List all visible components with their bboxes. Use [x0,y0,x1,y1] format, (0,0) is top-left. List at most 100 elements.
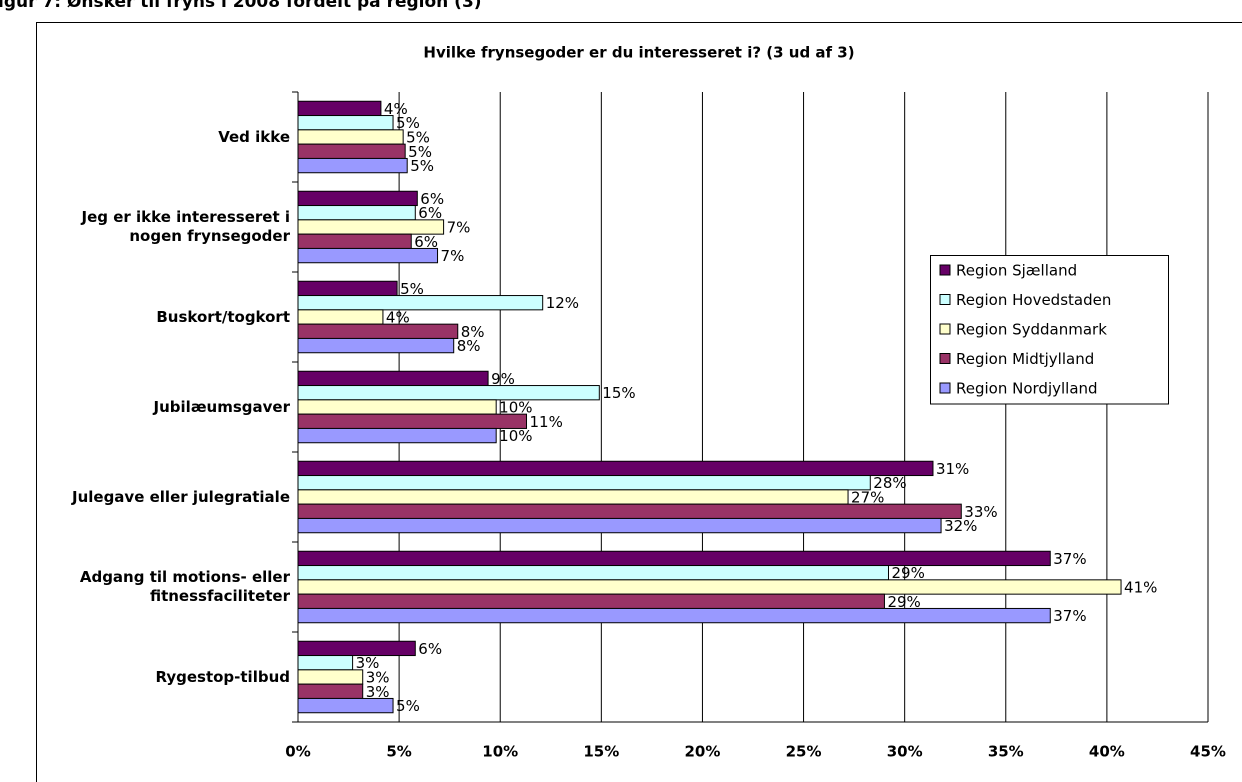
y-tick-label: Julegave eller julegratiale [72,487,290,506]
bar [297,280,398,297]
category-label-box: Ved ikke [218,127,290,146]
value-label: 37% [1053,550,1086,568]
value-label: 5% [396,697,420,715]
bar [297,309,384,325]
legend-swatch [939,264,951,276]
y-tick-label: Adgang til motions- eller fitnessfacilit… [79,568,290,605]
value-label: 7% [447,219,471,237]
value-label: 6% [418,640,442,658]
bar [297,593,885,609]
bar [297,205,416,221]
bar [297,399,497,415]
value-label: 37% [1053,607,1086,625]
value-label: 29% [891,564,924,582]
category-label-box: Julegave eller julegratiale [72,487,290,506]
legend-swatch [939,323,951,335]
x-tick-label: 10% [482,743,518,761]
x-tick-label: 20% [684,743,720,761]
bar [297,143,406,159]
legend-label: Region Syddanmark [956,321,1107,339]
value-label: 6% [420,190,444,208]
value-label: 4% [384,100,408,118]
x-tick-label: 5% [386,743,411,761]
value-label: 29% [887,593,920,611]
y-tick-label: Jubilæumsgaver [153,397,290,416]
value-label: 3% [366,683,390,701]
value-label: 28% [873,474,906,492]
legend-label: Region Sjælland [956,262,1077,280]
value-label: 10% [499,399,532,417]
category-label-box: Jeg er ikke interesseret i nogen frynseg… [81,208,290,245]
bar [297,697,394,714]
x-tick-label: 0% [285,743,310,761]
value-label: 11% [530,413,563,431]
bar [297,129,404,145]
y-tick-label: Buskort/togkort [156,307,290,326]
bar [297,489,849,505]
value-label: 4% [386,309,410,327]
value-label: 12% [546,294,579,312]
bar [297,157,408,174]
y-tick-label: Rygestop-tilbud [155,667,290,686]
x-tick-label: 45% [1190,743,1226,761]
value-label: 31% [936,460,969,478]
legend-label: Region Hovedstaden [956,291,1111,309]
value-label: 32% [944,517,977,535]
bar [297,607,1051,624]
bar [297,370,489,387]
value-label: 8% [457,337,481,355]
chart-title: Hvilke frynsegoder er du interesseret i?… [423,44,854,62]
legend-label: Region Midtjylland [956,350,1094,368]
category-label-box: Jubilæumsgaver [153,397,290,416]
legend-label: Region Nordjylland [956,380,1098,398]
value-label: 8% [461,323,485,341]
bar [297,385,600,401]
value-label: 3% [366,669,390,687]
bar [297,565,889,581]
y-tick-label: Jeg er ikke interesseret i nogen frynseg… [81,208,290,245]
legend-box [930,255,1169,405]
figure-heading: igur 7: Ønsker til fryns i 2008 fordelt … [0,0,482,12]
value-label: 5% [396,114,420,132]
value-label: 5% [400,280,424,298]
value-label: 10% [499,427,532,445]
value-label: 6% [418,204,442,222]
bar [297,683,364,699]
bar [297,475,871,491]
value-label: 7% [441,247,465,265]
value-label: 5% [410,157,434,175]
bar [297,579,1122,595]
bar [297,669,364,685]
value-label: 41% [1124,579,1157,597]
bar [297,295,544,311]
value-label: 27% [851,489,884,507]
bar [297,247,439,264]
legend-swatch [939,382,951,394]
legend-swatch [939,294,951,305]
x-tick-label: 30% [887,743,923,761]
bar [297,640,416,657]
category-label-box: Buskort/togkort [156,307,290,326]
bar [297,337,455,354]
bar [297,115,394,131]
bar [297,100,382,117]
y-tick-label: Ved ikke [218,127,290,146]
bar [297,503,962,519]
bar [297,323,459,339]
x-tick-label: 35% [988,743,1024,761]
bar [297,655,354,671]
value-label: 15% [602,384,635,402]
bar [297,233,412,249]
category-label-box: Rygestop-tilbud [155,667,290,686]
value-label: 9% [491,370,515,388]
value-label: 33% [964,503,997,521]
category-label-box: Adgang til motions- eller fitnessfacilit… [79,568,290,605]
value-label: 3% [356,654,380,672]
bar [297,190,418,207]
bar [297,427,497,444]
value-label: 5% [408,143,432,161]
value-label: 6% [414,233,438,251]
bar [297,460,934,477]
